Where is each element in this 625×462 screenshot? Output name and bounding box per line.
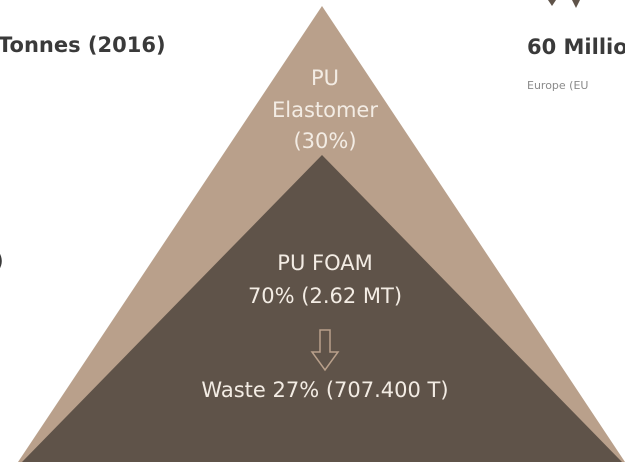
right-title: 60 Millio xyxy=(527,35,625,59)
icon-fragment xyxy=(548,0,556,6)
down-arrow xyxy=(310,329,340,372)
icon-fragment xyxy=(572,0,580,8)
inner-triangle xyxy=(22,155,622,462)
waste-label: Waste 27% (707.400 T) xyxy=(201,378,448,402)
bottom-label: 70% (2.62 MT) xyxy=(248,284,402,308)
top-label: (30%) xyxy=(293,129,356,153)
left-title: Tonnes (2016) xyxy=(0,33,166,57)
top-label: Elastomer xyxy=(272,98,378,122)
top-icons xyxy=(548,0,580,8)
left-fragment: ) xyxy=(0,249,4,273)
right-subtitle: Europe (EU xyxy=(527,79,588,92)
bottom-label: PU FOAM xyxy=(277,251,372,275)
top-label: PU xyxy=(311,66,339,90)
